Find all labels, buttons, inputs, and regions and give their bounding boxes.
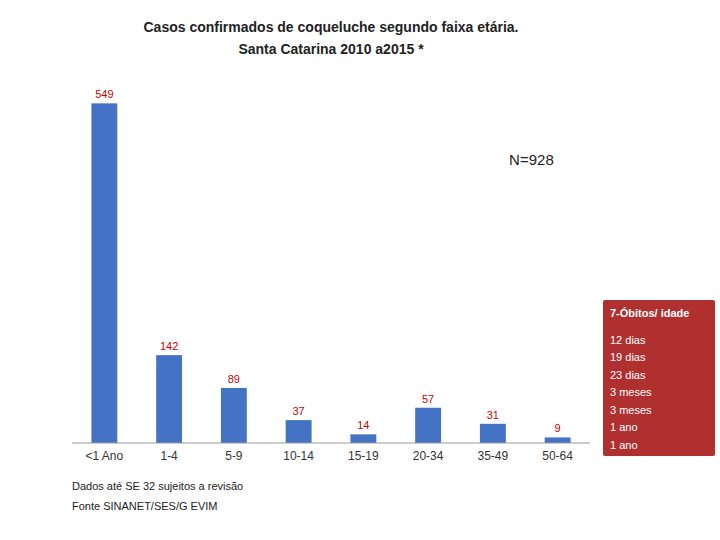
data-label: 9 xyxy=(555,422,561,434)
note-box-title: 7-Óbitos/ idade xyxy=(610,307,689,319)
data-label: 89 xyxy=(228,373,240,385)
data-label: 31 xyxy=(487,409,499,421)
bar xyxy=(221,388,247,443)
x-tick-label: 10-14 xyxy=(283,449,314,463)
note-box-item: 1 ano xyxy=(610,439,638,451)
x-tick-label: 20-34 xyxy=(413,449,444,463)
data-label: 142 xyxy=(160,340,178,352)
bar xyxy=(415,408,441,443)
x-tick-label: 15-19 xyxy=(348,449,379,463)
chart-title: Casos confirmados de coqueluche segundo … xyxy=(144,19,519,35)
note-box-item: 3 meses xyxy=(610,404,652,416)
data-label: 14 xyxy=(357,419,369,431)
bar xyxy=(545,437,571,443)
x-tick-label: 35-49 xyxy=(478,449,509,463)
data-label: 57 xyxy=(422,393,434,405)
note-box-background xyxy=(603,300,715,456)
footnote: Fonte SINANET/SES/G EVIM xyxy=(72,500,218,512)
note-box-item: 12 dias xyxy=(610,334,646,346)
data-label: 37 xyxy=(293,405,305,417)
note-box: 7-Óbitos/ idade 12 dias 19 dias 23 dias 3 me… xyxy=(603,300,715,456)
note-box-item: 23 dias xyxy=(610,369,646,381)
footnote: Dados até SE 32 sujeitos a revisão xyxy=(72,480,243,492)
x-tick-label: 1-4 xyxy=(160,449,178,463)
x-tick-label: 5-9 xyxy=(225,449,243,463)
bar xyxy=(480,424,506,443)
annotation: N=928 xyxy=(509,151,554,168)
background xyxy=(0,0,720,540)
bars xyxy=(91,103,570,443)
note-box-item: 3 meses xyxy=(610,386,652,398)
note-box-item: 1 ano xyxy=(610,421,638,433)
bar xyxy=(156,355,182,443)
note-box-item: 19 dias xyxy=(610,351,646,363)
x-tick-label: 50-64 xyxy=(542,449,573,463)
bar xyxy=(286,420,312,443)
x-axis-line xyxy=(72,443,590,444)
chart-container: Casos confirmados de coqueluche segundo … xyxy=(0,0,720,540)
chart-subtitle: Santa Catarina 2010 a2015 * xyxy=(238,41,424,57)
bar xyxy=(350,434,376,443)
bar xyxy=(91,103,117,443)
chart-svg: Casos confirmados de coqueluche segundo … xyxy=(0,0,720,540)
x-tick-label: <1 Ano xyxy=(86,449,124,463)
data-label: 549 xyxy=(95,88,113,100)
